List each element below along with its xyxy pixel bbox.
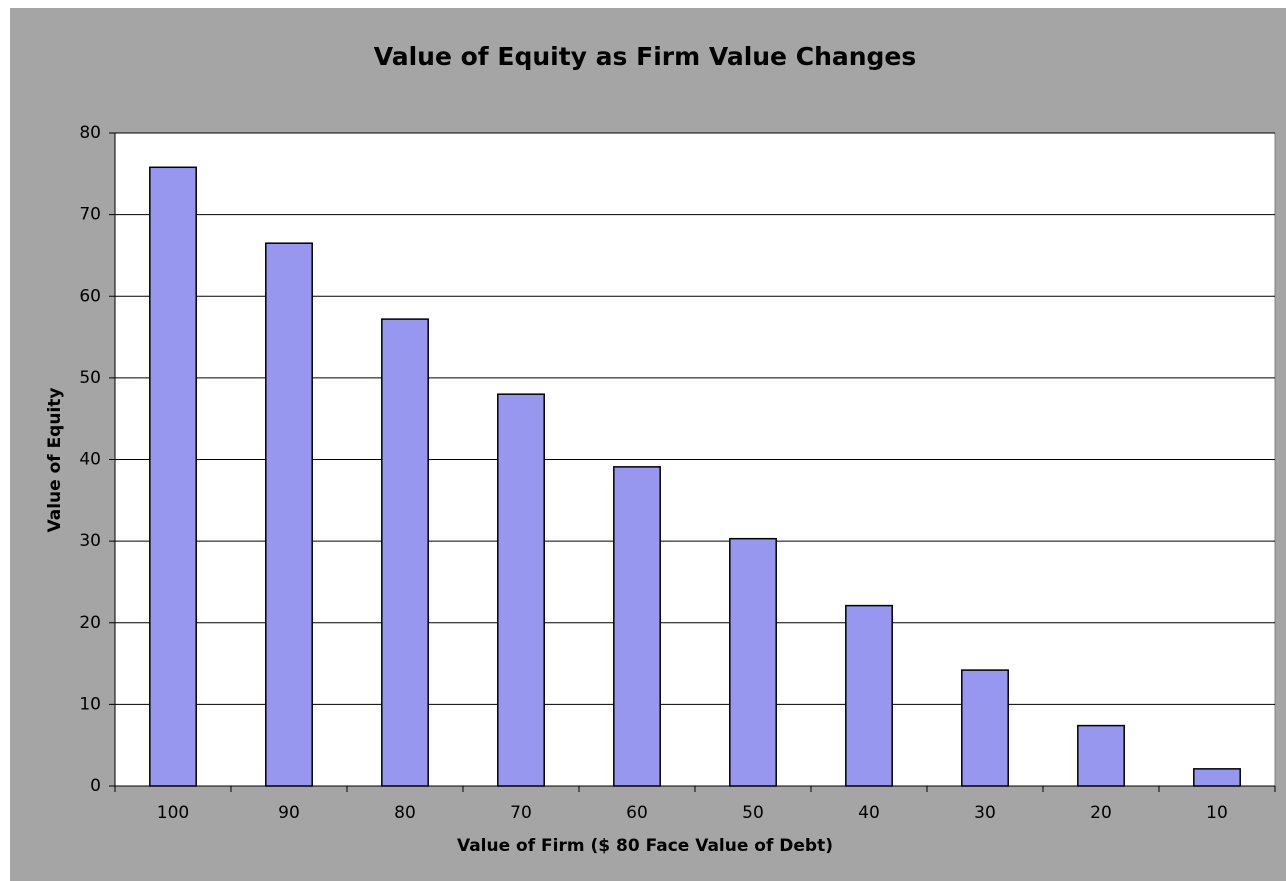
x-tick-label: 30 — [974, 803, 996, 823]
bar — [961, 669, 1009, 787]
x-tick-label: 50 — [742, 803, 764, 823]
bar — [845, 604, 893, 787]
y-tick-label: 70 — [79, 205, 101, 225]
y-tick-label: 40 — [79, 450, 101, 470]
x-tick-label: 100 — [157, 803, 189, 823]
y-tick-label: 0 — [90, 776, 101, 796]
y-tick-label: 30 — [79, 531, 101, 551]
bar — [381, 318, 429, 787]
bar — [149, 166, 197, 787]
bar — [613, 466, 661, 787]
y-tick-label: 10 — [79, 694, 101, 714]
y-axis-title: Value of Equity — [45, 388, 65, 533]
chart-title: Value of Equity as Firm Value Changes — [374, 42, 917, 71]
x-tick-label: 60 — [626, 803, 648, 823]
y-tick-label: 80 — [79, 123, 101, 143]
x-tick-label: 70 — [510, 803, 532, 823]
y-tick-label: 50 — [79, 368, 101, 388]
bar — [1193, 768, 1241, 787]
bar — [1077, 724, 1125, 787]
y-tick-label: 20 — [79, 613, 101, 633]
x-tick-label: 80 — [394, 803, 416, 823]
bar — [265, 242, 313, 787]
y-tick-label: 60 — [79, 286, 101, 306]
x-tick-label: 10 — [1206, 803, 1228, 823]
bar — [729, 537, 777, 787]
x-tick-label: 40 — [858, 803, 880, 823]
x-tick-label: 20 — [1090, 803, 1112, 823]
x-tick-label: 90 — [278, 803, 300, 823]
bar — [497, 393, 545, 787]
x-axis-title: Value of Firm ($ 80 Face Value of Debt) — [457, 836, 833, 856]
